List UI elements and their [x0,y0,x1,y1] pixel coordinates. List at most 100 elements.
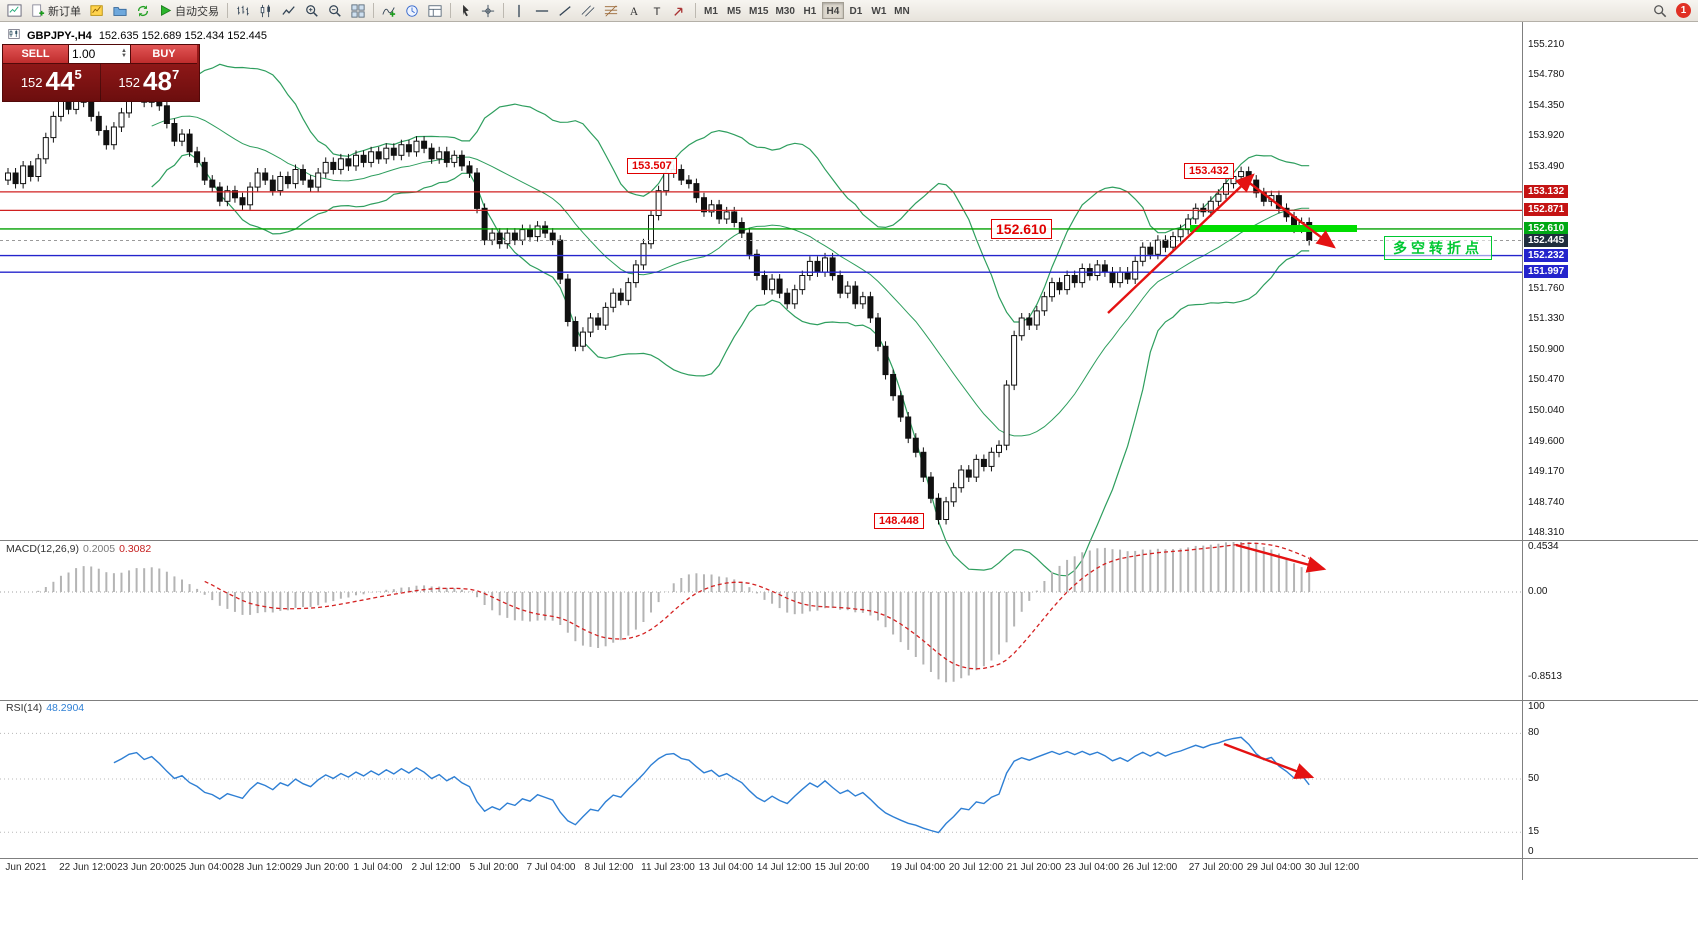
candle [118,107,125,132]
candle [5,168,11,185]
macd-panel-separator[interactable] [0,540,1698,541]
candle [587,313,594,338]
periods-icon[interactable] [401,1,423,20]
time-axis-label: 20 Jul 12:00 [948,862,1004,873]
candle [564,274,571,327]
shapes-icon[interactable] [669,1,691,20]
search-icon[interactable] [1649,1,1671,20]
candle [1291,211,1297,234]
candle [1245,166,1252,185]
candle [496,228,503,249]
candle [761,270,768,295]
candle [163,100,170,129]
tile-windows-icon[interactable] [347,1,369,20]
trend-arrow-3[interactable] [1235,543,1327,573]
candle [753,249,760,281]
candle [451,150,458,168]
trend-arrow-1[interactable] [1107,173,1255,314]
candle [1101,260,1108,277]
candle [852,281,859,309]
candle [1283,203,1290,222]
timeframe-w1[interactable]: W1 [868,2,890,19]
indicators-icon[interactable] [378,1,400,20]
chart-window-icon[interactable] [3,1,26,20]
cursor-icon[interactable] [455,1,476,20]
candle [716,199,723,224]
time-axis-label: 23 Jun 20:00 [117,862,175,873]
line-chart-icon[interactable] [278,1,300,20]
price-annotation-152.610[interactable]: 152.610 [991,219,1052,239]
candle [1306,217,1313,246]
candle [738,217,745,238]
timeframe-h4[interactable]: H4 [821,2,844,19]
profiles-icon[interactable] [109,1,131,20]
candle [1238,166,1245,182]
timeframe-m30[interactable]: M30 [772,2,797,19]
new-chart-icon[interactable] [86,1,108,20]
trendline-icon[interactable] [554,1,576,20]
vertical-line-icon[interactable] [508,1,530,20]
refresh-icon[interactable] [132,1,154,20]
zoom-out-icon[interactable] [324,1,346,20]
candle [322,157,329,178]
templates-icon[interactable] [424,1,446,20]
candle [1275,190,1282,214]
candle [822,252,828,277]
price-annotation-153.432[interactable]: 153.432 [1184,163,1234,179]
autotrading-button-label: 自动交易 [175,5,219,18]
notification-badge[interactable]: 1 [1676,3,1691,18]
price-scale-label: 151.330 [1528,313,1565,325]
timeframe-mn[interactable]: MN [891,2,913,19]
candle [973,454,980,482]
rsi-scale-label: 15 [1528,826,1540,838]
candle [943,496,950,525]
macd-signal-line [204,542,1310,670]
price-scale[interactable]: 155.210 154.780 154.350 153.920 153.490 151.7… [1523,22,1698,880]
buy-button[interactable]: BUY [130,45,197,64]
spinner-up-icon[interactable]: ▲ [121,48,127,54]
trend-arrow-4[interactable] [1223,742,1315,779]
candle [110,122,117,150]
text-label-icon[interactable]: T [646,1,668,20]
lot-size-input[interactable]: 1.00 ▲ ▼ [69,45,130,64]
candle [42,132,49,164]
lot-spinner[interactable]: ▲ ▼ [121,48,127,59]
one-click-trading-panel: SELL 1.00 ▲ ▼ BUY 152 44 5 152 48 7 [2,44,200,102]
buy-price[interactable]: 152 48 7 [101,64,198,101]
trend-arrow-2[interactable] [1246,180,1336,249]
crosshair-icon[interactable] [477,1,499,20]
time-axis[interactable]: Jun 2021 22 Jun 12:00 23 Jun 20:00 25 Jun 0… [0,858,1522,880]
horizontal-line-icon[interactable] [531,1,553,20]
channel-icon[interactable] [577,1,599,20]
new-order-button[interactable]: 新订单 [27,1,85,20]
time-axis-label: 13 Jul 04:00 [698,862,754,873]
rsi-panel-separator[interactable] [0,700,1698,701]
turning-point-note[interactable]: 多空转折点 [1384,236,1492,260]
spinner-down-icon[interactable]: ▼ [121,53,127,59]
timeframe-m1[interactable]: M1 [700,2,722,19]
zoom-in-icon[interactable] [301,1,323,20]
timeframe-m15[interactable]: M15 [746,2,771,19]
candle [474,168,480,214]
sell-price[interactable]: 152 44 5 [3,64,101,101]
price-scale-label: 150.900 [1528,343,1565,355]
time-axis-label: 11 Jul 23:00 [641,862,695,873]
sell-button[interactable]: SELL [3,45,69,64]
candle [965,465,972,482]
sell-price-pips: 44 [45,66,75,96]
fibonacci-icon[interactable] [600,1,622,20]
price-annotation-148.448[interactable]: 148.448 [874,513,924,529]
text-icon[interactable]: A [623,1,645,20]
candle [549,228,556,246]
autotrading-button[interactable]: 自动交易 [155,1,223,20]
bar-chart-icon[interactable] [232,1,254,20]
candle [859,291,866,309]
candlestick-chart-icon[interactable] [255,1,277,20]
candle [1033,305,1040,330]
timeframe-m5[interactable]: M5 [723,2,745,19]
green-resistance-bar[interactable] [1190,225,1357,232]
timeframe-h1[interactable]: H1 [799,2,821,19]
timeframe-d1[interactable]: D1 [845,2,867,19]
price-annotation-153.507[interactable]: 153.507 [627,158,677,174]
candle [1086,263,1093,281]
